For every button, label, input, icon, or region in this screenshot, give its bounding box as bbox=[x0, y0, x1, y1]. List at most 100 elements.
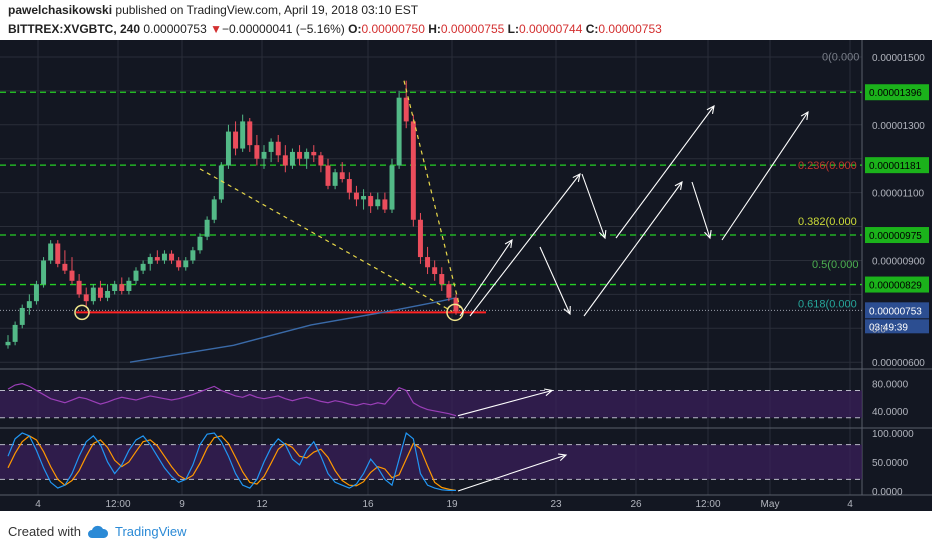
projection-arrow-head bbox=[572, 173, 581, 182]
candle-body bbox=[311, 151, 317, 156]
price-level-badge bbox=[865, 227, 929, 244]
projection-arrow bbox=[539, 246, 571, 315]
high-value: 0.00000755 bbox=[440, 22, 505, 36]
x-tick-label: 26 bbox=[630, 499, 642, 510]
price-change: −0.00000041 (−5.16%) bbox=[222, 22, 345, 36]
rsi-band bbox=[0, 390, 862, 418]
candle-body bbox=[19, 307, 25, 325]
price-level-badge bbox=[865, 84, 929, 101]
y-tick-label: 0.0 bbox=[872, 324, 886, 335]
candle-body bbox=[275, 141, 281, 156]
price-level-badge-text: 0.00001396 bbox=[869, 88, 922, 99]
candle-body bbox=[225, 131, 231, 166]
candle-body bbox=[396, 97, 402, 166]
y-tick-label: 0.00001300 bbox=[872, 121, 925, 132]
x-tick-label: 12 bbox=[256, 499, 268, 510]
candle-body bbox=[218, 165, 224, 200]
chart-area[interactable]: 4 12:00 9 12 16 19 23 26 12:00 May 4 0.00001500 0.00… bbox=[0, 40, 932, 511]
projection-arrow-head bbox=[706, 104, 715, 114]
x-tick-label: 9 bbox=[179, 499, 185, 510]
price-level-badge-text: 0.00000829 bbox=[869, 281, 922, 292]
last-price-badge-text: 0.00000753 bbox=[869, 306, 922, 317]
projection-arrow bbox=[721, 111, 809, 241]
candle-body bbox=[140, 263, 146, 271]
candle-body bbox=[339, 172, 345, 180]
candle-body bbox=[332, 172, 338, 186]
candle-body bbox=[105, 290, 111, 298]
low-value: 0.00000744 bbox=[518, 22, 583, 36]
candle-body bbox=[183, 260, 189, 268]
candle-body bbox=[254, 145, 260, 159]
close-value: 0.00000753 bbox=[598, 22, 662, 36]
candle-body bbox=[439, 274, 445, 285]
fib-level-label: 0.5(0.000 bbox=[812, 259, 858, 271]
x-tick-label: 4 bbox=[35, 499, 41, 510]
candle-body bbox=[211, 199, 217, 220]
candle-body bbox=[247, 121, 253, 146]
x-tick-label: 4 bbox=[847, 499, 853, 510]
candle-body bbox=[147, 257, 153, 264]
fib-level-label: 0.382(0.000 bbox=[798, 216, 857, 228]
symbol-label: BITTREX:XVGBTC, 240 bbox=[8, 22, 141, 36]
candle-body bbox=[62, 263, 68, 271]
candle-body bbox=[169, 253, 175, 261]
candle-body bbox=[417, 219, 423, 258]
candle-body bbox=[446, 284, 452, 298]
publish-info: published on TradingView.com, April 19, … bbox=[112, 3, 419, 17]
stoch-tick-label: 100.0000 bbox=[872, 429, 914, 440]
publish-line: pawelchasikowski published on TradingVie… bbox=[8, 3, 418, 17]
candle-body bbox=[154, 257, 160, 261]
low-label: L: bbox=[507, 22, 519, 36]
tradingview-brand-link[interactable]: TradingView bbox=[114, 524, 187, 539]
trend-line bbox=[199, 168, 453, 312]
x-tick-label: 12:00 bbox=[105, 499, 130, 510]
candle-body bbox=[382, 199, 388, 210]
trend-line bbox=[403, 80, 461, 309]
x-tick-label: 19 bbox=[446, 499, 458, 510]
projection-arrow bbox=[581, 173, 606, 239]
candle-body bbox=[12, 324, 18, 342]
chart-svg[interactable]: 4 12:00 9 12 16 19 23 26 12:00 May 40.000015000.00… bbox=[0, 40, 932, 511]
projection-arrow-head bbox=[704, 230, 712, 240]
candle-body bbox=[83, 294, 89, 302]
candle-body bbox=[197, 236, 203, 251]
candle-body bbox=[26, 301, 32, 308]
y-tick-label: 0.00000600 bbox=[872, 358, 925, 369]
price-level-badge-text: 0.00001181 bbox=[869, 161, 922, 172]
stoch-tick-label: 50.0000 bbox=[872, 458, 909, 469]
y-tick-label: 0.00000900 bbox=[872, 256, 925, 267]
projection-arrow bbox=[615, 105, 715, 239]
candle-body bbox=[97, 287, 103, 298]
candle-body bbox=[361, 196, 367, 200]
symbol-line: BITTREX:XVGBTC, 240 0.00000753 ▼−0.00000… bbox=[8, 22, 662, 36]
candle-body bbox=[69, 270, 75, 281]
projection-arrow-head bbox=[557, 453, 568, 462]
candle-body bbox=[240, 121, 246, 149]
high-label: H: bbox=[428, 22, 441, 36]
candle-body bbox=[204, 219, 210, 237]
countdown-badge bbox=[865, 319, 929, 334]
candle-body bbox=[176, 260, 182, 268]
candle-body bbox=[289, 151, 295, 166]
y-tick-label: 0.00001500 bbox=[872, 53, 925, 64]
candle-body bbox=[90, 287, 96, 302]
candle-body bbox=[76, 280, 82, 295]
x-tick-label: 23 bbox=[550, 499, 562, 510]
stoch-tick-label: 0.0000 bbox=[872, 487, 903, 498]
last-price: 0.00000753 bbox=[143, 22, 207, 36]
change-down-icon: ▼ bbox=[210, 22, 223, 36]
created-with-label: Created with bbox=[8, 524, 81, 539]
projection-arrow bbox=[583, 181, 683, 317]
projection-arrow-head bbox=[544, 388, 554, 397]
author-link[interactable]: pawelchasikowski bbox=[8, 3, 113, 17]
tradingview-cloud-icon bbox=[87, 525, 109, 538]
open-label: O: bbox=[348, 22, 362, 36]
candle-body bbox=[425, 257, 431, 268]
price-level-badge-text: 0.00000975 bbox=[869, 231, 922, 242]
candle-body bbox=[126, 280, 132, 291]
moving-average-line bbox=[129, 297, 457, 363]
stoch-d-line bbox=[7, 435, 457, 492]
fib-level-label: 0(0.000 bbox=[822, 51, 859, 63]
close-label: C: bbox=[585, 22, 599, 36]
price-level-badge bbox=[865, 157, 929, 174]
